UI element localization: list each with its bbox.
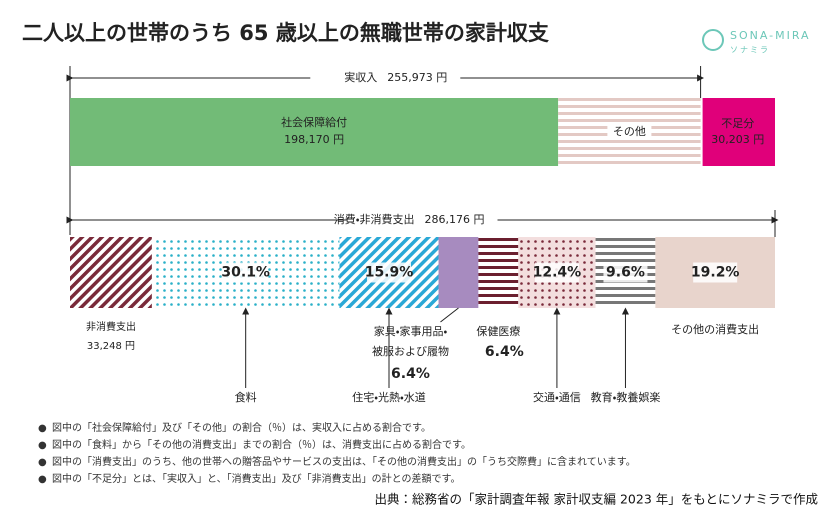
label-bg [693,262,738,283]
note: 図中の「社会保障給付」及び「その他」の割合（％）は、実収入に占める割合です。 [52,421,431,434]
note: 図中の「食料」から「その他の消費支出」までの割合（％）は、消費支出に占める割合で… [52,438,471,451]
segment-value: 12.4% [533,265,582,281]
source: 出典：総務省の「家計調査年報 家計収支編 2023 年」をもとにソナミラで作成 [375,492,818,507]
segment-name: その他の消費支出 [671,322,759,336]
note: 図中の「消費支出」のうち、他の世帯への贈答品やサービスの支出は、「その他の消費支… [52,455,636,468]
label-bg [366,262,411,283]
spending-total-label: 消費・非消費支出 [334,212,415,226]
note-bullet: ● [38,423,47,434]
label-bg [223,262,268,283]
segment-value: 6.4% [485,344,524,360]
segment-value: 9.6% [606,265,645,281]
segment-name: 非消費支出 [86,320,136,333]
pointer [440,307,459,323]
segment-name: 教育・教養娯楽 [591,390,661,404]
spending-total-bg [347,212,498,228]
non-consumption-bar [70,237,152,308]
segment-name: 食料 [235,390,257,404]
note-bullet: ● [38,440,47,451]
logo-kana: ソナミラ [730,46,770,55]
segment-value: 15.9% [365,265,414,281]
segment-value: 30.1% [221,265,270,281]
consumption-bar [438,237,479,308]
note-bullet: ● [38,457,47,468]
consumption-bar [478,237,519,308]
segment-value: 33,248 円 [87,341,135,352]
note-bullet: ● [38,474,47,485]
shortfall-value: 30,203 円 [711,133,764,146]
segment-name: 家具・家事用品・ [374,324,448,338]
income-total-bg [310,70,461,86]
income-total-label: 実収入 [344,71,377,84]
chart-title: 二人以上の世帯のうち 65 歳以上の無職世帯の家計収支 [22,21,549,45]
segment-name: 交通・通信 [533,390,581,404]
segment-name: その他 [613,125,646,138]
shortfall-bar [702,98,775,166]
shortfall-name: 不足分 [721,117,754,130]
note: 図中の「不足分」とは、「実収入」と、「消費支出」及び「非消費支出」の計との差額で… [52,472,461,485]
segment-name: 社会保障給付 [281,115,347,129]
segment-name: 住宅・光熱・水道 [352,390,425,404]
spending-total-total: 286,176 円 [425,213,485,226]
label-bg [603,262,648,283]
segment-value: 19.2% [691,265,740,281]
logo-mark [702,29,724,51]
label-bg [534,262,579,283]
label-bg [607,124,652,140]
segment-value: 198,170 円 [284,133,344,146]
income-bar [70,98,559,166]
segment-name: 保健医療 [476,324,520,338]
segment-name: 被服および履物 [372,344,449,358]
segment-value: 6.4% [391,366,430,382]
logo-name: SONA-MIRA [730,29,811,42]
income-total-total: 255,973 円 [387,71,447,84]
